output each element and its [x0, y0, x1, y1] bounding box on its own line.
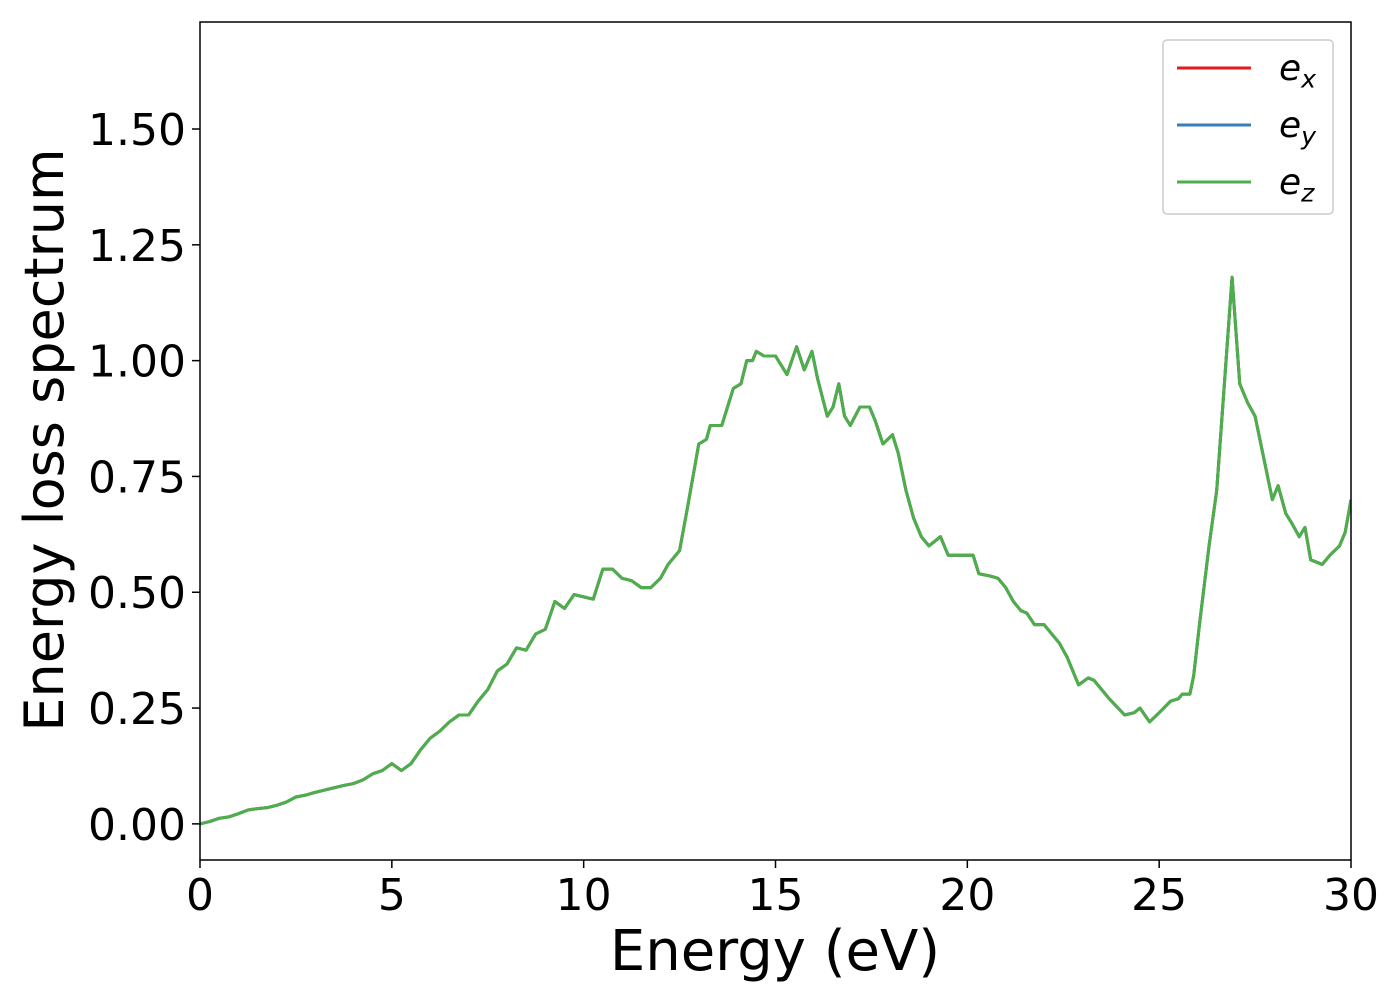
y-tick-label: 0.75	[88, 452, 186, 503]
y-tick-label: 1.25	[88, 221, 186, 272]
x-tick-label: 20	[939, 870, 995, 921]
x-tick-label: 15	[748, 870, 804, 921]
legend-label: ez	[1279, 162, 1315, 208]
plot-frame	[199, 21, 1352, 861]
legend-label: ex	[1279, 48, 1317, 94]
y-axis-label: Energy loss spectrum	[13, 148, 76, 731]
legend-label: ey	[1279, 105, 1317, 151]
y-tick-label: 0.00	[88, 800, 186, 851]
y-tick-label: 0.25	[88, 684, 186, 735]
x-tick-label: 5	[378, 870, 406, 921]
line-series	[200, 275, 1351, 826]
x-tick-label: 25	[1131, 870, 1187, 921]
y-tick-label: 1.00	[88, 337, 186, 388]
x-tick-label: 0	[186, 870, 214, 921]
x-tick-label: 10	[556, 870, 612, 921]
y-tick-label: 1.50	[88, 105, 186, 156]
x-axis-label: Energy (eV)	[610, 919, 940, 984]
y-tick-label: 0.50	[88, 568, 186, 619]
legend-box	[1162, 39, 1334, 215]
x-tick-label: 30	[1323, 870, 1379, 921]
